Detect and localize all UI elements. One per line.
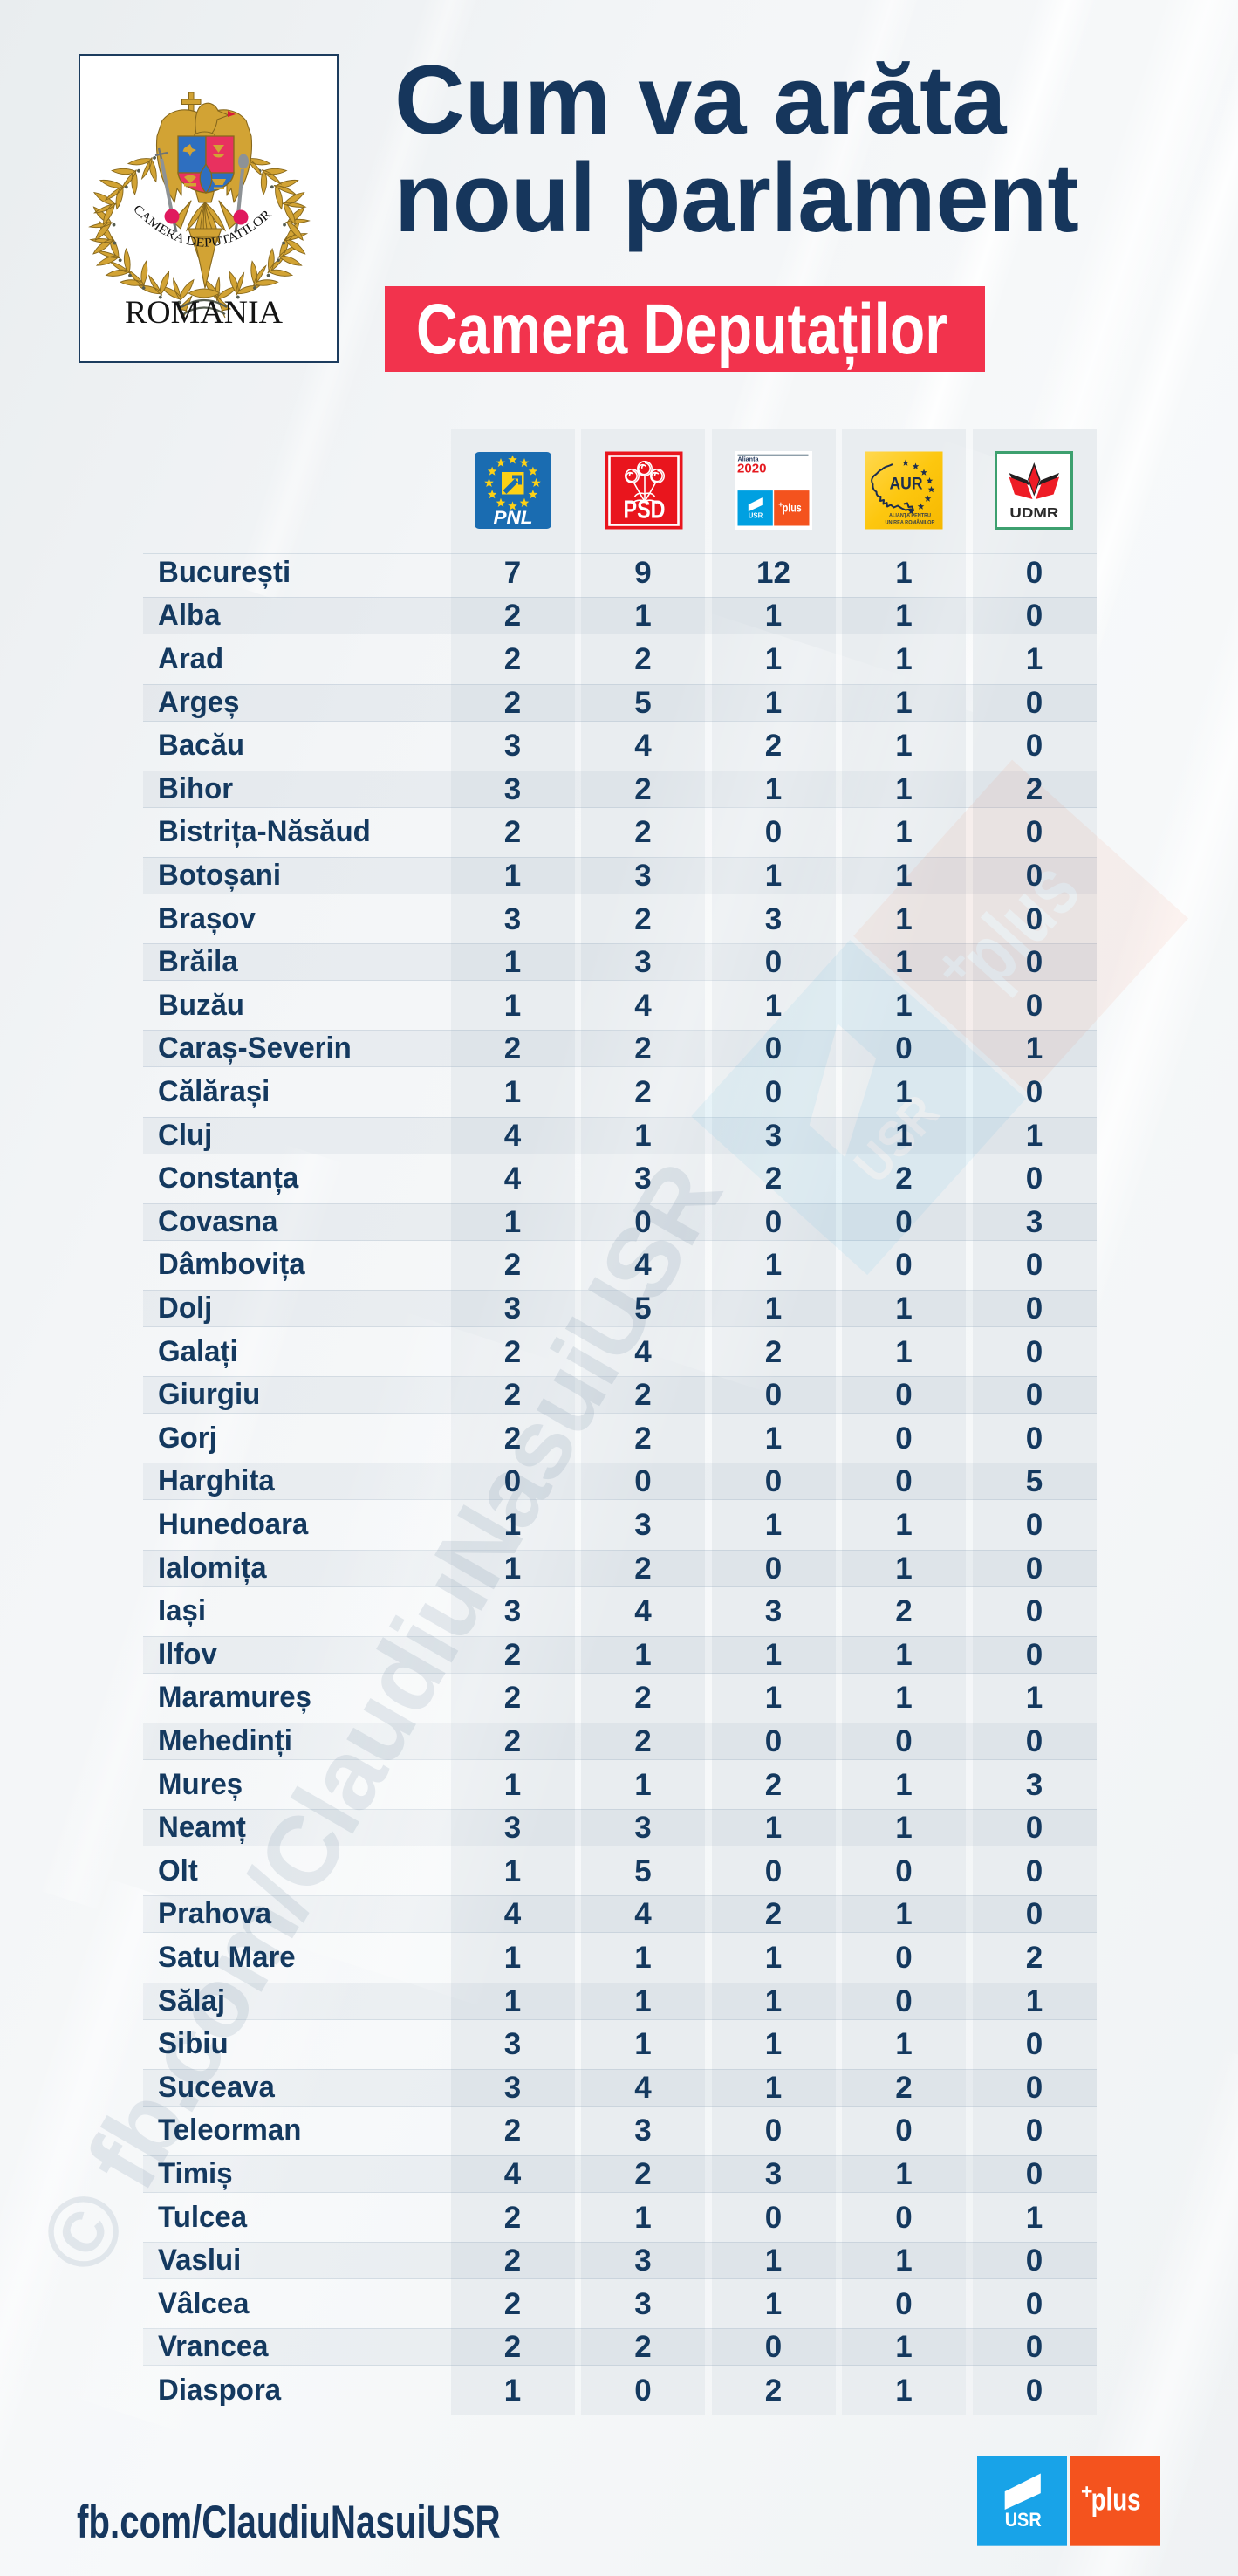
svg-text:PNL: PNL: [494, 508, 533, 528]
svg-text:USR: USR: [1004, 2509, 1041, 2531]
svg-text:UNIREA ROMÂNILOR: UNIREA ROMÂNILOR: [886, 517, 935, 525]
svg-text:plus: plus: [1091, 2481, 1141, 2517]
svg-text:2020: 2020: [737, 462, 767, 476]
svg-text:PSD: PSD: [623, 496, 665, 524]
svg-text:+: +: [1081, 2480, 1092, 2503]
svg-text:ALIANȚA PENTRU: ALIANȚA PENTRU: [889, 512, 931, 518]
svg-text:ROMANIA: ROMANIA: [125, 295, 283, 331]
svg-text:AUR: AUR: [890, 475, 923, 493]
svg-text:USR: USR: [749, 510, 763, 519]
svg-text:plus: plus: [783, 501, 802, 515]
svg-text:+: +: [778, 500, 783, 509]
svg-text:Alianța: Alianța: [738, 455, 760, 462]
svg-text:UDMR: UDMR: [1009, 505, 1059, 520]
